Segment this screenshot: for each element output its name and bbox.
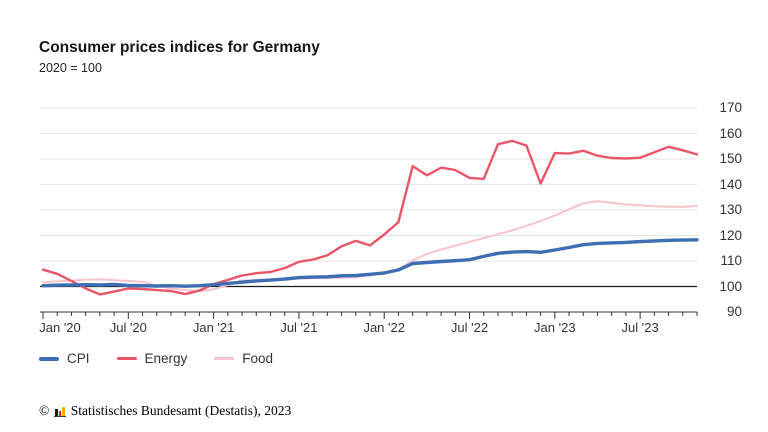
x-tick-label: Jul '22 xyxy=(450,320,489,335)
legend: CPI Energy Food xyxy=(39,351,273,366)
food-line-swatch xyxy=(214,357,235,360)
legend-item-energy[interactable]: Energy xyxy=(116,351,188,366)
x-tick-label: Jan '23 xyxy=(534,320,576,335)
x-tick-label: Jan '21 xyxy=(192,320,235,335)
y-tick-label: 120 xyxy=(719,227,742,243)
source-attribution: © Statistisches Bundesamt (Destatis), 20… xyxy=(39,403,291,419)
y-tick-label: 130 xyxy=(719,202,742,217)
x-tick-label: Jul '21 xyxy=(280,320,318,335)
source-text: Statistisches Bundesamt (Destatis), 2023 xyxy=(70,403,292,418)
y-tick-label: 110 xyxy=(720,253,742,268)
y-tick-label: 100 xyxy=(719,278,742,294)
y-tick-label: 150 xyxy=(719,151,742,166)
x-tick-label: Jan '22 xyxy=(363,320,405,335)
x-tick-label: Jul '20 xyxy=(109,320,147,335)
energy-line-swatch xyxy=(116,357,137,360)
chart-title: Consumer prices indices for Germany xyxy=(39,39,320,56)
series-line-cpi xyxy=(41,238,699,288)
legend-item-food[interactable]: Food xyxy=(214,351,273,366)
series-line-energy xyxy=(41,139,699,296)
legend-item-cpi[interactable]: CPI xyxy=(39,351,90,366)
y-tick-label: 140 xyxy=(719,176,742,192)
y-tick-label: 170 xyxy=(719,100,742,115)
chart-subtitle: 2020 = 100 xyxy=(39,61,102,75)
legend-label-cpi: CPI xyxy=(67,351,90,366)
y-tick-label: 90 xyxy=(726,304,742,319)
legend-label-food: Food xyxy=(242,351,274,366)
y-tick-label: 160 xyxy=(719,125,742,141)
legend-label-energy: Energy xyxy=(144,351,188,366)
copyright-symbol: © xyxy=(39,403,50,418)
x-tick-label: Jan '20 xyxy=(39,320,81,335)
cpi-line-swatch xyxy=(39,356,59,361)
x-tick-label: Jul '23 xyxy=(621,320,659,335)
destatis-logo-icon xyxy=(54,406,66,417)
